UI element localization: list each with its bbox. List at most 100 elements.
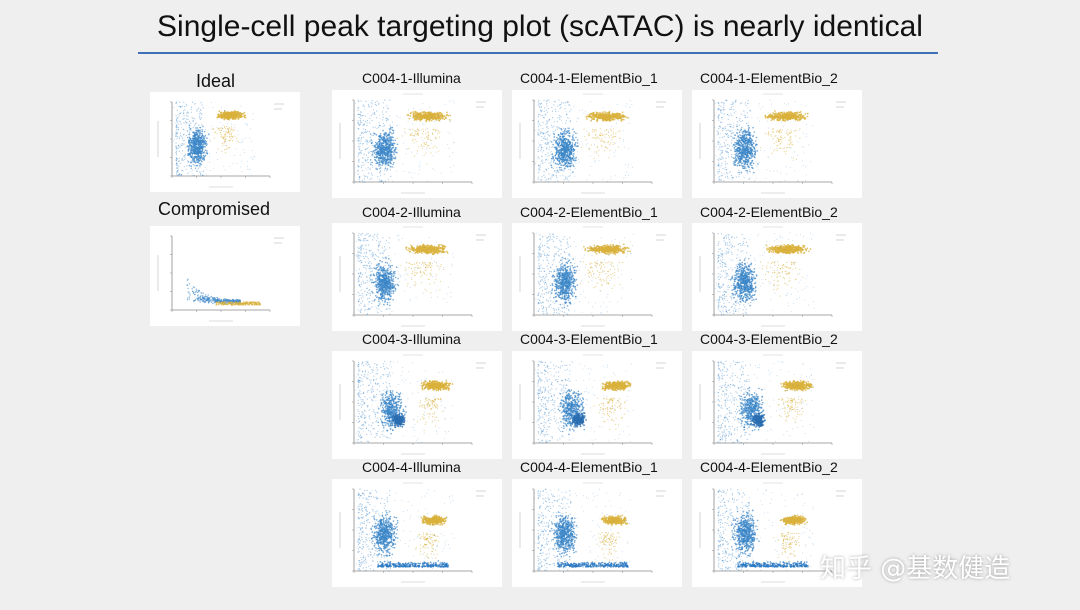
scatter-point bbox=[196, 289, 198, 291]
scatter-point bbox=[558, 127, 560, 129]
scatter-point bbox=[560, 104, 562, 105]
scatter-point bbox=[550, 141, 553, 143]
scatter-point bbox=[358, 143, 360, 145]
scatter-point bbox=[615, 150, 617, 151]
scatter-point bbox=[364, 131, 366, 134]
scatter-point bbox=[177, 162, 178, 164]
scatter-point bbox=[196, 129, 199, 132]
scatter-point bbox=[383, 133, 385, 135]
scatter-point bbox=[585, 139, 587, 141]
scatter-point bbox=[203, 296, 205, 298]
scatter-point bbox=[397, 116, 399, 118]
scatter-point bbox=[201, 130, 203, 133]
scatter-point bbox=[734, 101, 736, 103]
scatter-point bbox=[361, 167, 363, 169]
scatter-point bbox=[396, 115, 397, 117]
scatter-point bbox=[577, 117, 579, 119]
scatter-point bbox=[552, 167, 554, 170]
scatter-point bbox=[429, 148, 431, 150]
scatter-point bbox=[723, 135, 725, 138]
scatter-point bbox=[434, 115, 436, 118]
scatter-point bbox=[608, 130, 610, 132]
scatter-point bbox=[538, 123, 540, 125]
scatter-point bbox=[392, 122, 394, 124]
scatter-point bbox=[556, 136, 558, 139]
scatter-point bbox=[258, 302, 261, 305]
scatter-point bbox=[255, 301, 258, 304]
scatter-point bbox=[190, 151, 192, 153]
scatter-point bbox=[366, 148, 368, 150]
scatter-point bbox=[596, 116, 599, 119]
scatter-point bbox=[209, 161, 210, 163]
scatter-point bbox=[616, 104, 618, 105]
scatter-point bbox=[575, 156, 577, 159]
scatter-point bbox=[427, 134, 429, 136]
scatter-point bbox=[546, 158, 548, 160]
scatter-point bbox=[543, 138, 545, 140]
scatter-point bbox=[552, 161, 555, 163]
scatter-point bbox=[179, 101, 181, 103]
scatter-point bbox=[366, 122, 368, 124]
scatter-point bbox=[540, 102, 542, 104]
scatter-point bbox=[541, 136, 543, 138]
scatter-point bbox=[596, 145, 598, 148]
scatter-point bbox=[194, 152, 197, 155]
scatter-point bbox=[591, 113, 593, 116]
scatter-point bbox=[540, 106, 543, 108]
scatter-point bbox=[178, 136, 180, 138]
scatter-ideal bbox=[150, 92, 300, 192]
scatter-point bbox=[211, 128, 213, 130]
scatter-point bbox=[724, 99, 726, 101]
scatter-point bbox=[175, 129, 178, 131]
scatter-point bbox=[202, 136, 205, 138]
scatter-point bbox=[611, 112, 614, 115]
scatter-point bbox=[374, 144, 377, 146]
scatter-points bbox=[353, 99, 455, 183]
scatter-point bbox=[558, 161, 561, 163]
scatter-point bbox=[221, 135, 223, 137]
scatter-point bbox=[186, 112, 188, 114]
scatter-point bbox=[240, 114, 243, 117]
scatter-point bbox=[377, 150, 379, 153]
scatter-point bbox=[184, 120, 187, 122]
scatter-point bbox=[375, 152, 378, 154]
scatter-point bbox=[388, 141, 390, 144]
scatter-point bbox=[192, 127, 194, 129]
scatter-point bbox=[571, 142, 574, 144]
scatter-point bbox=[717, 144, 719, 146]
scatter-point bbox=[182, 159, 184, 161]
scatter-point bbox=[564, 162, 566, 165]
scatter-point bbox=[382, 150, 384, 152]
scatter-point bbox=[562, 160, 565, 163]
scatter-point bbox=[590, 120, 592, 122]
scatter-point bbox=[195, 127, 197, 129]
scatter-point bbox=[359, 142, 361, 144]
scatter-point bbox=[390, 142, 393, 144]
scatter-point bbox=[549, 101, 551, 103]
scatter-point bbox=[357, 99, 359, 101]
scatter-point bbox=[215, 299, 217, 301]
scatter-points bbox=[714, 99, 814, 183]
scatter-point bbox=[559, 162, 561, 164]
scatter-point bbox=[379, 133, 382, 135]
scatter-point bbox=[358, 128, 360, 130]
scatter-point bbox=[408, 171, 410, 173]
scatter-point bbox=[188, 298, 190, 300]
scatter-point bbox=[375, 133, 378, 136]
scatter-point bbox=[555, 108, 557, 110]
scatter-point bbox=[411, 177, 413, 179]
scatter-point bbox=[414, 155, 416, 157]
scatter-point bbox=[411, 132, 413, 134]
scatter-point bbox=[190, 165, 192, 167]
scatter-point bbox=[371, 134, 373, 136]
scatter-point bbox=[175, 103, 177, 105]
scatter-point bbox=[217, 128, 219, 130]
scatter-point bbox=[540, 179, 542, 181]
scatter-point bbox=[387, 153, 389, 156]
scatter-point bbox=[217, 127, 219, 129]
scatter-point bbox=[393, 153, 395, 156]
scatter-point bbox=[195, 167, 197, 169]
scatter-point bbox=[231, 304, 233, 306]
scatter-point bbox=[181, 173, 183, 176]
scatter-point bbox=[719, 111, 722, 113]
